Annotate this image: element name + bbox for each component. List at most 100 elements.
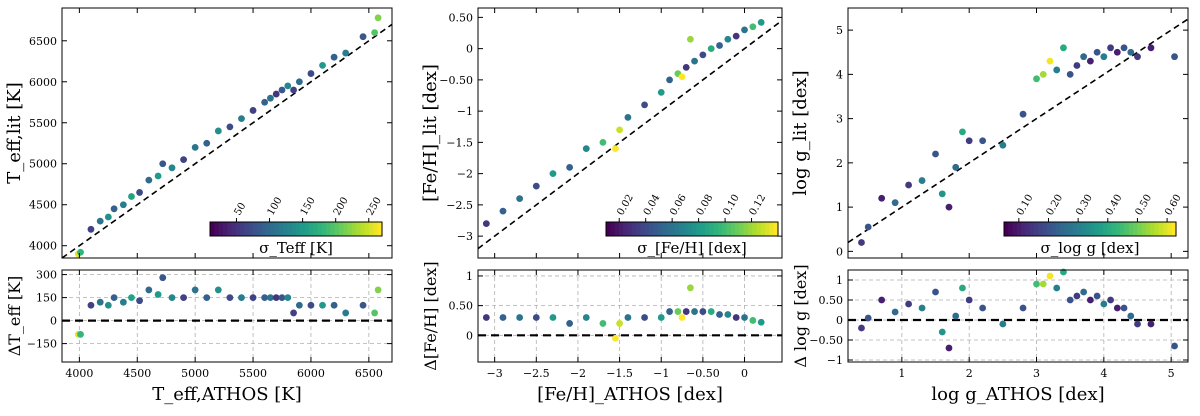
colorbar-segment (1004, 222, 1009, 236)
residual-point (374, 286, 382, 294)
colorbar-segment (653, 222, 659, 236)
colorbar-segment (222, 222, 228, 236)
colorbar-segment (1029, 222, 1035, 236)
colorbar-segment (351, 222, 357, 236)
residual-point (226, 294, 234, 301)
y-tick-label: 4500 (29, 199, 57, 212)
colorbar-segment (227, 222, 233, 236)
data-point (716, 42, 723, 49)
colorbar-segment (674, 222, 680, 236)
data-point (878, 194, 886, 202)
y-tick-label: 1 (836, 201, 843, 214)
residual-point (965, 296, 973, 304)
y-tick-label: 0 (50, 315, 57, 328)
residual-point (272, 294, 280, 301)
data-point (371, 29, 379, 36)
colorbar-frame (605, 221, 779, 237)
colorbar-segment (1021, 222, 1027, 236)
residual-point (238, 294, 245, 301)
y-axis-label-top: log g_lit [dex] (790, 70, 811, 195)
residual-point (905, 300, 912, 308)
residual-point (741, 314, 748, 321)
colorbar-segment (308, 222, 314, 236)
x-tick-label: −2 (570, 367, 586, 380)
colorbar-segment (253, 222, 258, 236)
colorbar-segment (244, 222, 250, 236)
data-point (582, 145, 590, 153)
data-point (249, 107, 257, 114)
residual-point (110, 294, 118, 301)
residual-point (168, 294, 176, 301)
colorbar-frame (1003, 221, 1177, 237)
colorbar-segment (1150, 222, 1156, 236)
data-point (482, 220, 490, 228)
residual-point (1107, 296, 1114, 304)
colorbar-segment (756, 222, 762, 236)
data-point (686, 35, 694, 43)
colorbar-segment (1163, 222, 1168, 236)
residual-point (499, 314, 507, 321)
colorbar-segment (1133, 222, 1138, 236)
colorbar-segment (1120, 222, 1125, 236)
colorbar-segment (687, 222, 693, 236)
data-point (1127, 48, 1135, 56)
colorbar-segment (769, 222, 775, 236)
data-point (979, 137, 987, 145)
colorbar-tick-label: 50 (233, 201, 249, 218)
colorbar-segment (1068, 222, 1074, 236)
residual-point (267, 294, 274, 301)
data-point (295, 78, 303, 86)
residual-point (582, 314, 590, 321)
colorbar-segment (274, 222, 280, 236)
data-point (330, 53, 338, 61)
y-tick-label: 150 (36, 292, 57, 305)
colorbar-segment (1154, 222, 1160, 236)
colorbar-segment (1077, 222, 1082, 236)
y-tick-label: 0 (466, 43, 473, 56)
residual-point (532, 314, 540, 321)
x-tick-label: −2.5 (523, 367, 550, 380)
residual-point (516, 314, 524, 321)
residual-point (959, 284, 966, 292)
y-axis-label-bottom: Δ log g [dex] (791, 264, 810, 367)
data-point (707, 45, 715, 53)
residual-point (87, 301, 95, 309)
data-point (87, 225, 95, 233)
y-tick-label: 1 (836, 274, 843, 287)
colorbar-segment (210, 222, 215, 236)
y-tick-label: 2 (836, 157, 843, 170)
colorbar-segment (313, 222, 319, 236)
colorbar-segment (1042, 222, 1048, 236)
colorbar-segment (1072, 222, 1078, 236)
residual-point (682, 308, 690, 315)
colorbar-segment (726, 222, 732, 236)
y-tick-label: 3 (836, 113, 843, 126)
residual-point (342, 309, 350, 317)
x-tick-label: 0 (741, 367, 748, 380)
data-point (945, 203, 953, 211)
data-point (261, 98, 269, 106)
y-axis-label-top: [Fe/H]_lit [dex] (420, 64, 441, 202)
data-point (1019, 110, 1027, 118)
x-tick-label: 4000 (65, 367, 93, 380)
residual-point (104, 301, 112, 309)
data-point (965, 137, 973, 145)
x-axis-label: log g_ATHOS [dex] (931, 384, 1104, 405)
data-point (549, 170, 557, 178)
data-point (918, 177, 926, 184)
colorbar-segment (1085, 222, 1091, 236)
colorbar-label: σ_log g [dex] (1041, 239, 1140, 257)
colorbar-tick-label: 150 (299, 195, 318, 217)
data-point (1073, 62, 1081, 69)
y-axis-label-bottom: Δ[Fe/H] [dex] (421, 261, 440, 370)
residual-point (1113, 304, 1121, 312)
data-point (168, 164, 176, 172)
colorbar-tick-label: 0.40 (1104, 193, 1125, 218)
residual-point (136, 297, 143, 305)
colorbar-segment (1128, 222, 1134, 236)
colorbar-tick-label: 0.50 (1134, 193, 1155, 218)
colorbar-segment (214, 222, 220, 236)
bottom-panel-frame (847, 269, 1189, 363)
data-point (1107, 44, 1114, 52)
x-tick-label: 5 (1168, 367, 1175, 380)
